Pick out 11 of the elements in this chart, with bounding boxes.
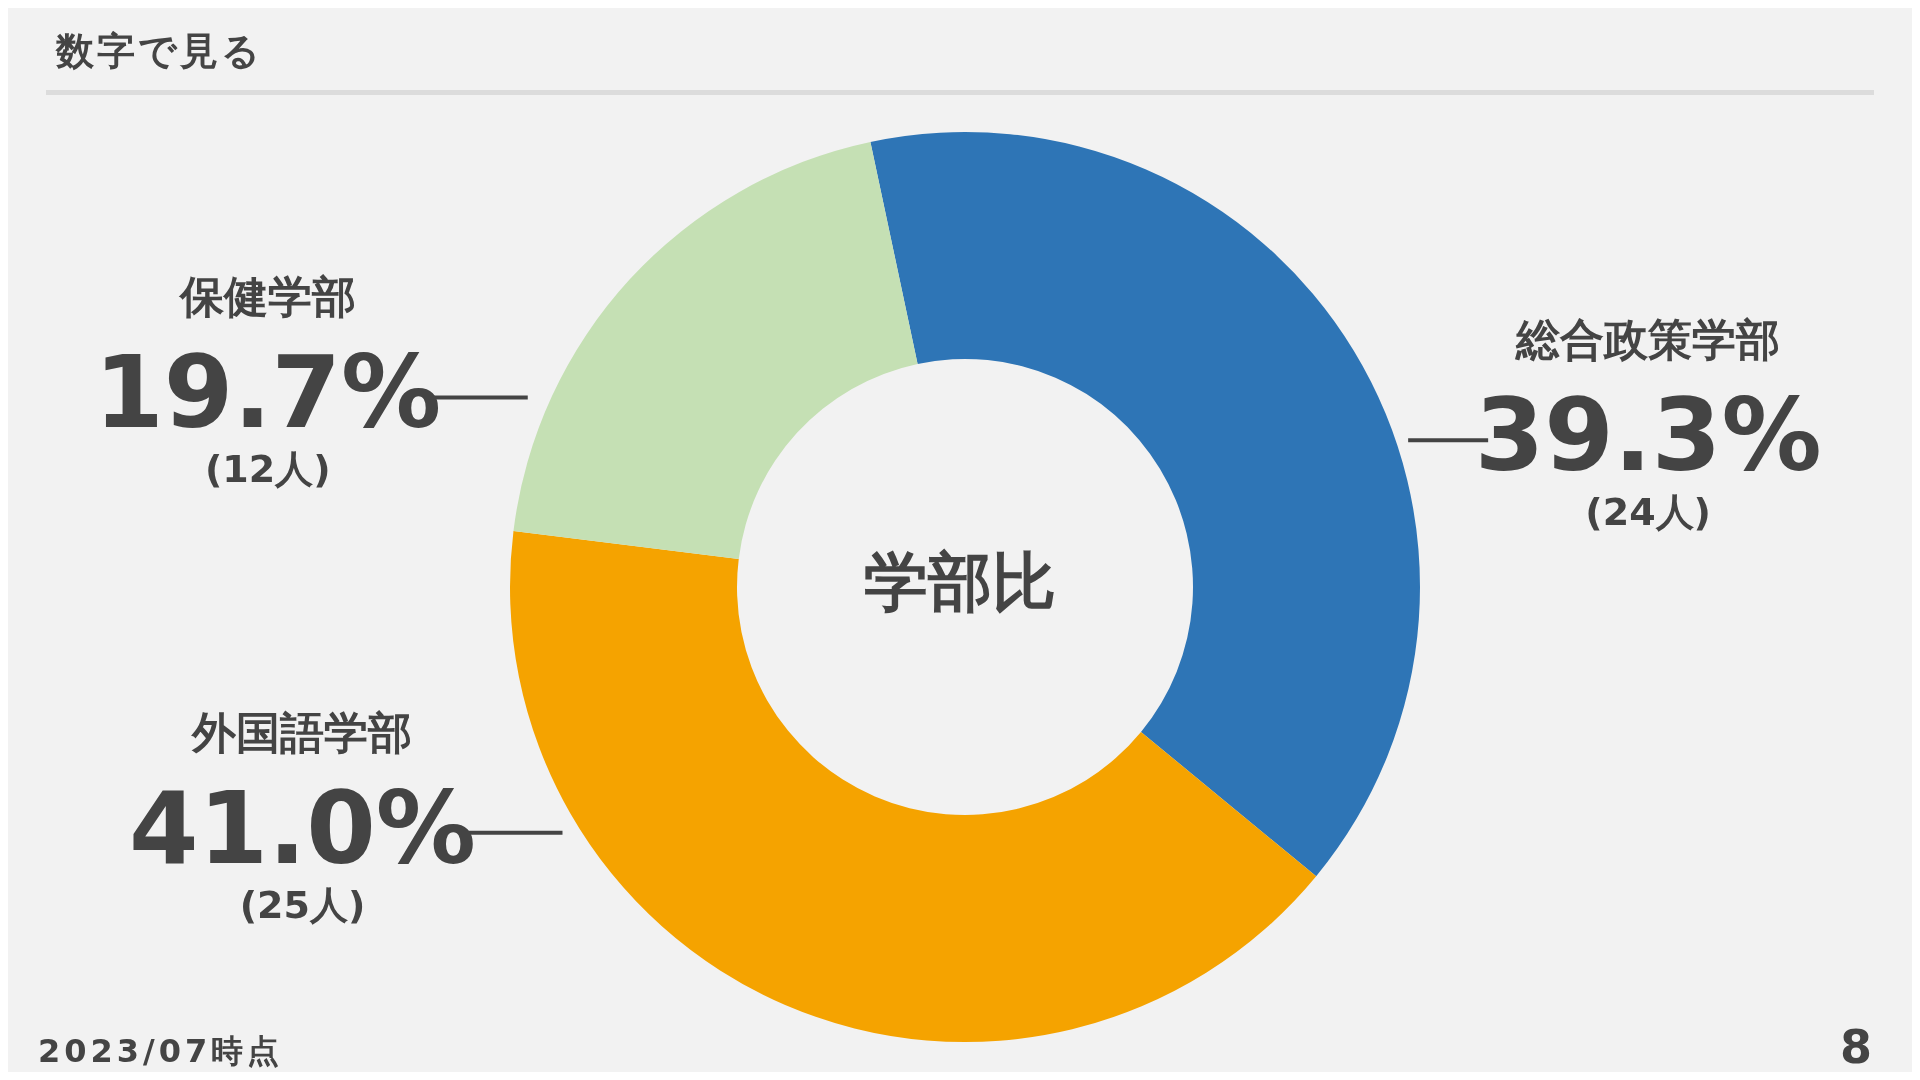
data-label: 39.3% (24人) [1474, 377, 1822, 535]
slice-label: 外国語学部 [190, 706, 413, 758]
text: 2023/07時点 [38, 1031, 284, 1072]
data-label: 19.7% (12人) [94, 334, 442, 492]
text: 8 [1839, 1020, 1872, 1074]
chart-title: 数字で見る [56, 28, 263, 75]
donut-slice [510, 530, 1317, 1042]
data-label: 41.0% (25人) [129, 769, 476, 927]
slice-label: 保健学部 [177, 271, 356, 323]
text: 学部比 [864, 545, 1056, 619]
slice-label: 総合政策学部 [1514, 314, 1781, 366]
